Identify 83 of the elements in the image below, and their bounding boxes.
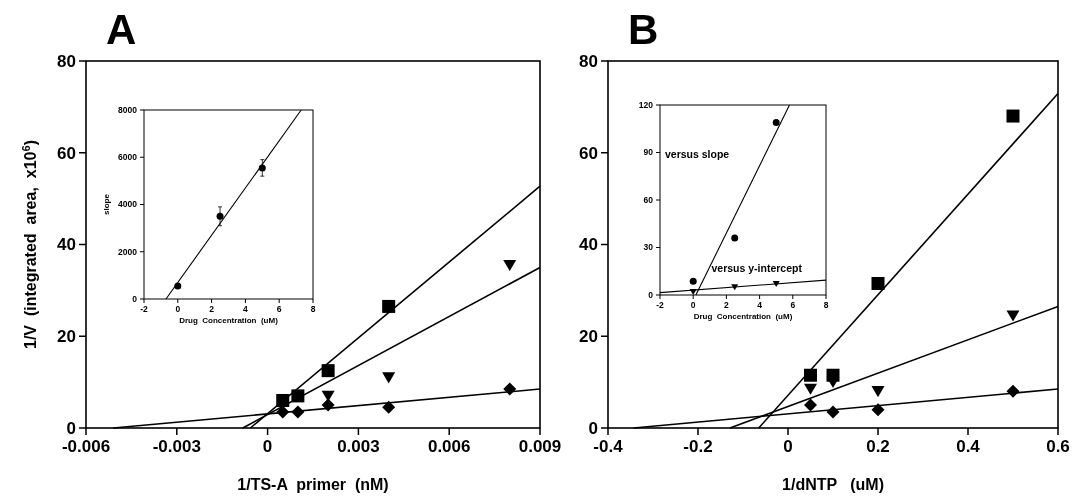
x-tick-label: -0.4 [593, 437, 624, 456]
point [1006, 109, 1020, 123]
y-tick-label: 90 [643, 147, 654, 158]
x-tick-label: 0 [262, 437, 273, 456]
y-tick-label: 80 [57, 51, 76, 71]
y-tick-label: 60 [579, 143, 598, 163]
x-tick-label: 2 [724, 299, 730, 310]
x-tick-label: 0.003 [337, 437, 380, 456]
x-tick-label: 0 [175, 303, 181, 314]
x-tick-label: 8 [310, 303, 316, 314]
x-axis-title: Drug Concentration (uM) [693, 312, 793, 321]
y-tick-label: 6000 [118, 152, 138, 163]
x-tick-label: 4 [243, 303, 249, 314]
y-tick-label: 4000 [118, 199, 138, 210]
x-tick-label: 4 [757, 299, 763, 310]
x-tick-label: -2 [140, 303, 149, 314]
x-tick-label: 0 [690, 299, 696, 310]
point [503, 382, 517, 396]
y-tick-label: 2000 [118, 246, 138, 257]
y-tick-label: 80 [579, 51, 598, 71]
y-axis-title: slope [102, 193, 111, 215]
point [503, 259, 517, 271]
point [871, 403, 885, 417]
point [826, 376, 840, 388]
point [1006, 310, 1020, 322]
y-tick-label: 20 [57, 327, 76, 347]
y-tick-label: 30 [643, 242, 654, 253]
point [382, 299, 396, 313]
x-tick-label: -0.006 [61, 437, 111, 456]
point [1006, 384, 1020, 398]
x-tick-label: -2 [656, 299, 665, 310]
y-tick-label: 20 [579, 327, 598, 347]
x-tick-label: 0.009 [518, 437, 562, 456]
point [321, 364, 335, 378]
x-tick-label: 6 [276, 303, 282, 314]
y-tick-label: 0 [648, 289, 654, 300]
x-axis-title: 1/dNTP (uM) [782, 476, 884, 493]
point [382, 372, 396, 384]
annotation: versus slope [664, 148, 730, 161]
point [804, 398, 817, 412]
point [804, 383, 817, 395]
point [871, 276, 885, 290]
point [731, 284, 739, 291]
y-tick-label: 0 [588, 418, 598, 438]
x-tick-label: -0.2 [683, 437, 713, 456]
point [772, 118, 780, 126]
x-tick-label: 2 [209, 303, 215, 314]
y-tick-label: 60 [643, 194, 654, 205]
x-axis-title: Drug Concentration (uM) [179, 316, 279, 325]
x-tick-label: 0.6 [1046, 437, 1070, 456]
point [689, 289, 697, 295]
x-tick-label: 8 [823, 299, 829, 310]
y-tick-label: 0 [66, 418, 76, 438]
point [276, 405, 290, 419]
point [382, 400, 396, 414]
y-tick-label: 40 [579, 235, 598, 255]
point [871, 386, 885, 398]
point [731, 234, 739, 242]
chart-title: A [106, 6, 137, 53]
y-tick-label: 8000 [118, 104, 138, 115]
x-tick-label: 0.2 [866, 437, 890, 456]
point [291, 389, 305, 403]
point [258, 164, 266, 172]
point [174, 282, 182, 290]
x-axis-title: 1/TS-A primer (nM) [237, 476, 389, 493]
chart-title: B [628, 6, 659, 53]
x-tick-label: -0.003 [152, 437, 201, 456]
x-tick-label: 6 [790, 299, 796, 310]
annotation: versus y-intercept [711, 262, 803, 275]
point [772, 281, 780, 288]
y-tick-label: 60 [57, 143, 76, 163]
y-tick-label: 40 [57, 235, 76, 255]
point [826, 405, 840, 419]
x-tick-label: 0.4 [956, 437, 981, 456]
point [321, 398, 335, 412]
point [804, 368, 817, 382]
x-tick-label: 0 [783, 437, 793, 456]
point [216, 212, 224, 220]
point [276, 393, 290, 407]
y-tick-label: 120 [638, 99, 654, 110]
point [291, 405, 305, 419]
point [689, 277, 697, 285]
x-tick-label: 0.006 [427, 437, 471, 456]
